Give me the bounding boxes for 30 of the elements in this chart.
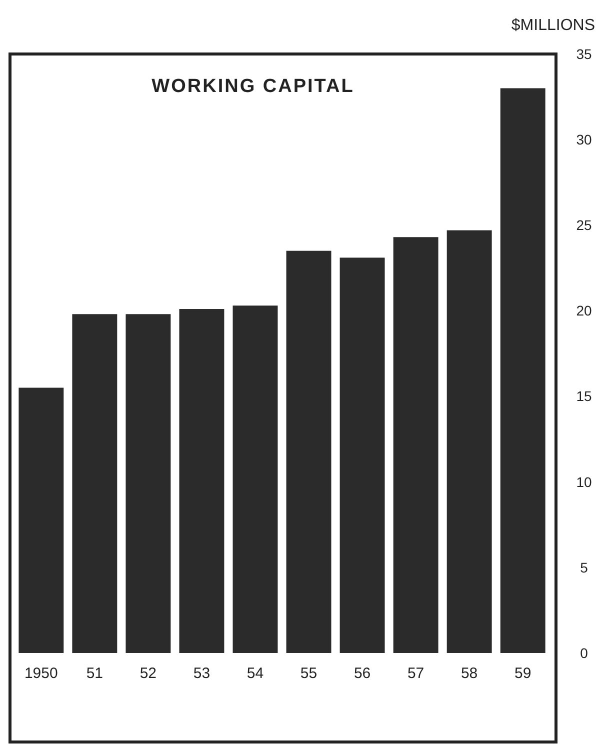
x-tick-label: 59 <box>514 665 532 682</box>
y-tick-label: 20 <box>576 302 592 319</box>
y-tick-label: 35 <box>576 46 592 62</box>
bar <box>393 237 438 653</box>
bar <box>446 230 492 653</box>
x-tick-label: 1950 <box>24 665 58 682</box>
x-tick-label: 55 <box>300 665 318 682</box>
bar <box>340 258 385 653</box>
y-tick-label: 15 <box>576 388 592 404</box>
bar <box>72 314 118 653</box>
bar <box>500 88 546 653</box>
y-tick-label: 5 <box>580 559 588 576</box>
x-tick-label: 56 <box>354 665 371 682</box>
x-tick-label: 53 <box>193 665 210 682</box>
bar <box>179 309 224 653</box>
text: WORKING CAPITAL <box>152 76 354 97</box>
y-tick-label: 30 <box>576 131 592 148</box>
bar <box>126 314 171 653</box>
bar <box>18 388 64 653</box>
y-tick-label: 25 <box>576 217 592 234</box>
x-tick-label: 51 <box>86 665 104 682</box>
bar <box>232 306 278 653</box>
x-tick-label: 52 <box>140 665 157 682</box>
x-tick-label: 58 <box>460 665 478 682</box>
y-tick-label: 10 <box>576 474 592 490</box>
y-axis-title: $MILLIONS <box>511 17 595 34</box>
x-tick-label: 57 <box>407 665 424 682</box>
y-tick-label: 0 <box>580 644 588 661</box>
x-tick-label: 54 <box>246 665 264 682</box>
bar <box>286 250 332 653</box>
